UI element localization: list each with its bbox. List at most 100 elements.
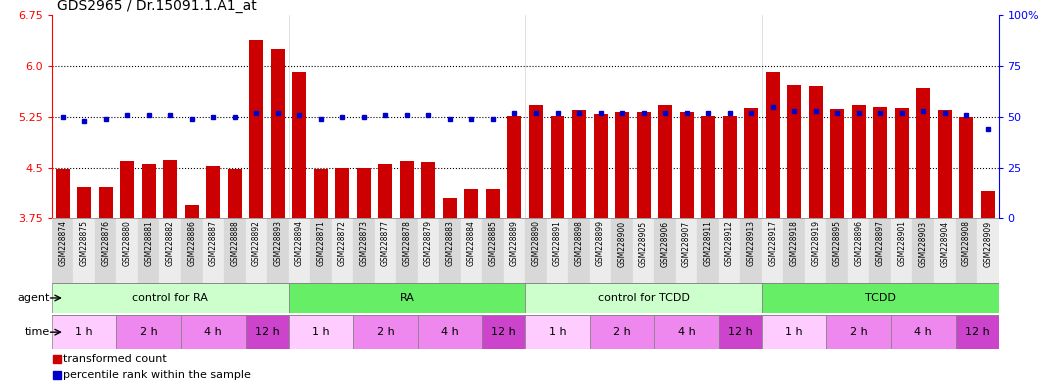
Bar xyxy=(353,315,417,349)
Bar xyxy=(331,218,353,283)
Bar xyxy=(439,218,461,283)
Bar xyxy=(202,218,224,283)
Text: GSM228887: GSM228887 xyxy=(209,220,218,266)
Text: GSM228912: GSM228912 xyxy=(726,220,734,266)
Text: GSM228895: GSM228895 xyxy=(832,220,842,266)
Bar xyxy=(981,191,994,218)
Bar xyxy=(74,218,94,283)
Bar xyxy=(830,109,844,218)
Bar xyxy=(313,169,328,218)
Bar xyxy=(443,198,457,218)
Text: GSM228890: GSM228890 xyxy=(531,220,541,266)
Text: GSM228884: GSM228884 xyxy=(467,220,476,266)
Bar xyxy=(917,88,930,218)
Text: 2 h: 2 h xyxy=(377,327,394,337)
Text: GSM228889: GSM228889 xyxy=(510,220,519,266)
Text: agent: agent xyxy=(18,293,50,303)
Bar xyxy=(698,218,719,283)
Bar xyxy=(848,218,870,283)
Bar xyxy=(94,218,116,283)
Text: 1 h: 1 h xyxy=(312,327,330,337)
Text: 4 h: 4 h xyxy=(678,327,695,337)
Text: RA: RA xyxy=(400,293,414,303)
Text: 2 h: 2 h xyxy=(140,327,158,337)
Bar xyxy=(486,189,500,218)
Bar xyxy=(719,218,740,283)
Bar xyxy=(120,161,134,218)
Bar xyxy=(676,218,698,283)
Text: GSM228899: GSM228899 xyxy=(596,220,605,266)
Bar xyxy=(353,218,375,283)
Bar xyxy=(379,164,392,218)
Text: GSM228898: GSM228898 xyxy=(574,220,583,266)
Bar xyxy=(525,315,590,349)
Bar xyxy=(722,116,737,218)
Text: GSM228905: GSM228905 xyxy=(639,220,648,266)
Bar xyxy=(701,116,715,218)
Text: 4 h: 4 h xyxy=(914,327,932,337)
Text: GSM228893: GSM228893 xyxy=(273,220,282,266)
Bar xyxy=(56,169,70,218)
Bar xyxy=(959,117,974,218)
Bar xyxy=(185,205,198,218)
Text: GSM228897: GSM228897 xyxy=(876,220,884,266)
Bar xyxy=(956,315,999,349)
Bar xyxy=(116,218,138,283)
Text: GSM228907: GSM228907 xyxy=(682,220,691,266)
Bar xyxy=(116,315,181,349)
Bar xyxy=(400,161,414,218)
Bar xyxy=(891,218,912,283)
Bar xyxy=(636,112,651,218)
Text: GSM228901: GSM228901 xyxy=(897,220,906,266)
Text: GSM228891: GSM228891 xyxy=(553,220,562,266)
Bar xyxy=(784,218,804,283)
Bar xyxy=(421,162,435,218)
Text: GSM228903: GSM228903 xyxy=(919,220,928,266)
Bar xyxy=(611,218,633,283)
Text: GSM228883: GSM228883 xyxy=(445,220,455,266)
Text: GSM228896: GSM228896 xyxy=(854,220,864,266)
Text: GSM228880: GSM228880 xyxy=(122,220,132,266)
Text: 4 h: 4 h xyxy=(204,327,222,337)
Bar xyxy=(357,168,371,218)
Bar xyxy=(680,111,693,218)
Bar xyxy=(289,315,353,349)
Bar xyxy=(375,218,397,283)
Text: time: time xyxy=(25,327,50,337)
Bar xyxy=(594,114,607,218)
Text: 1 h: 1 h xyxy=(549,327,567,337)
Bar xyxy=(52,283,289,313)
Text: GSM228918: GSM228918 xyxy=(790,220,798,266)
Bar xyxy=(873,107,887,218)
Bar xyxy=(52,315,116,349)
Bar xyxy=(397,218,417,283)
Bar xyxy=(550,116,565,218)
Bar xyxy=(809,86,823,218)
Bar xyxy=(160,218,181,283)
Text: 12 h: 12 h xyxy=(964,327,989,337)
Bar xyxy=(249,40,264,218)
Bar xyxy=(289,283,525,313)
Bar xyxy=(804,218,826,283)
Text: GSM228874: GSM228874 xyxy=(58,220,67,266)
Text: GSM228909: GSM228909 xyxy=(983,220,992,266)
Text: GSM228911: GSM228911 xyxy=(704,220,713,266)
Text: GSM228906: GSM228906 xyxy=(660,220,670,266)
Bar xyxy=(616,112,629,218)
Text: GSM228875: GSM228875 xyxy=(80,220,88,266)
Bar xyxy=(246,315,289,349)
Bar xyxy=(483,218,503,283)
Bar xyxy=(310,218,331,283)
Bar xyxy=(77,187,91,218)
Bar xyxy=(572,110,586,218)
Bar xyxy=(271,49,284,218)
Bar xyxy=(483,315,525,349)
Bar xyxy=(289,218,310,283)
Text: 2 h: 2 h xyxy=(613,327,631,337)
Bar xyxy=(142,164,156,218)
Bar xyxy=(246,218,267,283)
Bar xyxy=(181,315,246,349)
Bar xyxy=(826,315,891,349)
Bar xyxy=(762,283,999,313)
Bar xyxy=(590,315,654,349)
